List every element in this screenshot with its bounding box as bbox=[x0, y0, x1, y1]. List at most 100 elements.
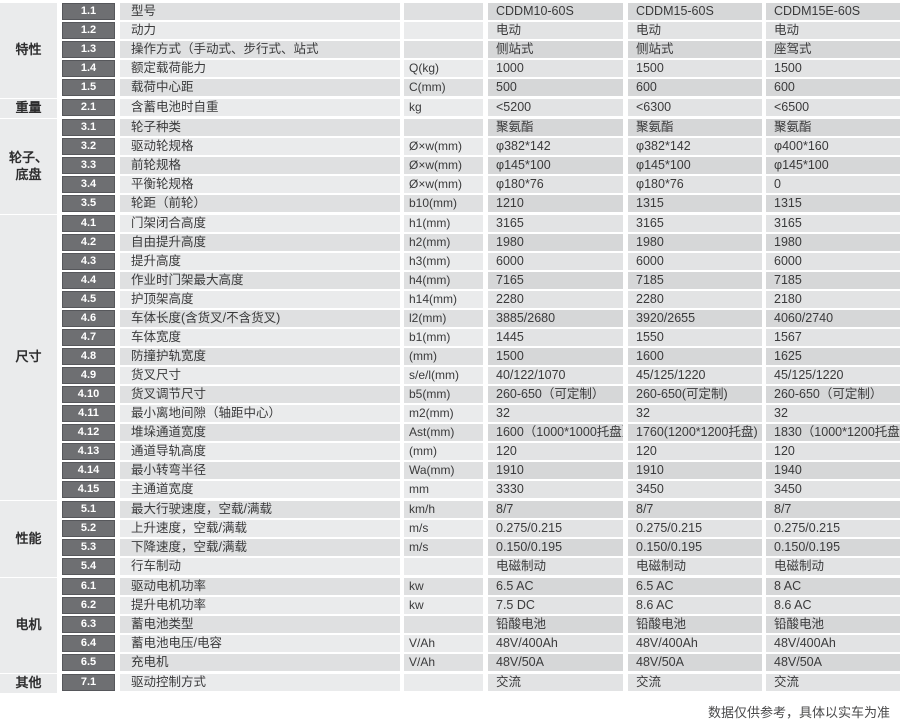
table-section: 电机 6.1 驱动电机功率 kw 6.5 AC 6.5 AC 8 AC 6.2 提升电机功率 kw… bbox=[0, 578, 900, 673]
value-cell-model-3: 电磁制动 bbox=[766, 558, 900, 575]
value-cell-model-1: 1000 bbox=[488, 60, 623, 77]
row-number-cell: 6.5 bbox=[60, 654, 117, 671]
row-number-badge: 4.2 bbox=[62, 234, 115, 251]
value-cell-model-1: 1910 bbox=[488, 462, 623, 479]
param-unit: (mm) bbox=[404, 348, 483, 365]
row-number-badge: 6.1 bbox=[62, 578, 115, 595]
param-label: 额定载荷能力 bbox=[120, 60, 400, 77]
row-number-badge: 5.4 bbox=[62, 558, 115, 575]
param-unit: m/s bbox=[404, 520, 483, 537]
row-number-cell: 1.4 bbox=[60, 60, 117, 77]
table-row: 4.10 货叉调节尺寸 b5(mm) 260-650（可定制） 260-650(可定制)… bbox=[60, 386, 900, 403]
row-number-cell: 1.1 bbox=[60, 3, 117, 20]
param-label: 最小转弯半径 bbox=[120, 462, 400, 479]
param-unit: Q(kg) bbox=[404, 60, 483, 77]
row-number-badge: 4.9 bbox=[62, 367, 115, 384]
table-row: 4.12 堆垛通道宽度 Ast(mm) 1600（1000*1000托盘） 1760(1… bbox=[60, 424, 900, 441]
param-label: 最小离地间隙（轴距中心） bbox=[120, 405, 400, 422]
value-cell-model-2: 1500 bbox=[628, 60, 762, 77]
value-cell-model-2: 45/125/1220 bbox=[628, 367, 762, 384]
row-number-badge: 7.1 bbox=[62, 674, 115, 691]
param-label: 轮距（前轮） bbox=[120, 195, 400, 212]
value-cell-model-1: 48V/50A bbox=[488, 654, 623, 671]
value-cell-model-1: 1445 bbox=[488, 329, 623, 346]
value-cell-model-1: 32 bbox=[488, 405, 623, 422]
param-unit: Wa(mm) bbox=[404, 462, 483, 479]
row-number-badge: 6.3 bbox=[62, 616, 115, 633]
param-label: 车体长度(含货叉/不含货叉) bbox=[120, 310, 400, 327]
param-label: 型号 bbox=[120, 3, 400, 20]
param-label: 驱动电机功率 bbox=[120, 578, 400, 595]
table-row: 3.1 轮子种类 聚氨酯 聚氨酯 聚氨酯 bbox=[60, 119, 900, 136]
row-number-cell: 5.2 bbox=[60, 520, 117, 537]
row-number-cell: 7.1 bbox=[60, 674, 117, 691]
value-cell-model-1: 1500 bbox=[488, 348, 623, 365]
table-row: 6.1 驱动电机功率 kw 6.5 AC 6.5 AC 8 AC bbox=[60, 578, 900, 595]
value-cell-model-1: 1600（1000*1000托盘） bbox=[488, 424, 623, 441]
param-label: 提升电机功率 bbox=[120, 597, 400, 614]
table-row: 4.6 车体长度(含货叉/不含货叉) l2(mm) 3885/2680 3920/265… bbox=[60, 310, 900, 327]
table-row: 4.14 最小转弯半径 Wa(mm) 1910 1910 1940 bbox=[60, 462, 900, 479]
value-cell-model-3: 600 bbox=[766, 79, 900, 96]
row-number-cell: 6.1 bbox=[60, 578, 117, 595]
table-row: 3.4 平衡轮规格 Ø×w(mm) φ180*76 φ180*76 0 bbox=[60, 176, 900, 193]
value-cell-model-3: 1315 bbox=[766, 195, 900, 212]
value-cell-model-3: 4060/2740 bbox=[766, 310, 900, 327]
value-cell-model-2: 3165 bbox=[628, 215, 762, 232]
value-cell-model-3: 1830（1000*1200托盘） bbox=[766, 424, 900, 441]
row-number-badge: 4.15 bbox=[62, 481, 115, 498]
row-number-badge: 4.13 bbox=[62, 443, 115, 460]
row-number-cell: 2.1 bbox=[60, 99, 117, 116]
row-number-cell: 4.12 bbox=[60, 424, 117, 441]
value-cell-model-1: 40/122/1070 bbox=[488, 367, 623, 384]
value-cell-model-2: 7185 bbox=[628, 272, 762, 289]
value-cell-model-1: φ382*142 bbox=[488, 138, 623, 155]
param-unit: mm bbox=[404, 481, 483, 498]
table-row: 4.4 作业时门架最大高度 h4(mm) 7165 7185 7185 bbox=[60, 272, 900, 289]
param-unit: Ø×w(mm) bbox=[404, 157, 483, 174]
row-number-badge: 4.12 bbox=[62, 424, 115, 441]
row-number-cell: 4.14 bbox=[60, 462, 117, 479]
table-row: 1.3 操作方式（手动式、步行式、站式 侧站式 侧站式 座驾式 bbox=[60, 41, 900, 58]
param-unit bbox=[404, 616, 483, 633]
param-unit: m2(mm) bbox=[404, 405, 483, 422]
table-row: 1.4 额定载荷能力 Q(kg) 1000 1500 1500 bbox=[60, 60, 900, 77]
param-label: 轮子种类 bbox=[120, 119, 400, 136]
table-row: 5.3 下降速度，空载/满载 m/s 0.150/0.195 0.150/0.195 0.… bbox=[60, 539, 900, 556]
row-number-cell: 5.1 bbox=[60, 501, 117, 518]
value-cell-model-1: 7165 bbox=[488, 272, 623, 289]
param-unit: V/Ah bbox=[404, 635, 483, 652]
row-number-cell: 4.4 bbox=[60, 272, 117, 289]
row-number-badge: 2.1 bbox=[62, 99, 115, 116]
value-cell-model-2: 3920/2655 bbox=[628, 310, 762, 327]
param-label: 行车制动 bbox=[120, 558, 400, 575]
row-number-cell: 4.13 bbox=[60, 443, 117, 460]
row-number-cell: 3.1 bbox=[60, 119, 117, 136]
value-cell-model-1: 交流 bbox=[488, 674, 623, 691]
param-unit: m/s bbox=[404, 539, 483, 556]
value-cell-model-2: 6.5 AC bbox=[628, 578, 762, 595]
table-row: 2.1 含蓄电池时自重 kg <5200 <6300 <6500 bbox=[60, 99, 900, 116]
param-unit: l2(mm) bbox=[404, 310, 483, 327]
value-cell-model-2: φ180*76 bbox=[628, 176, 762, 193]
param-label: 载荷中心距 bbox=[120, 79, 400, 96]
value-cell-model-2: 260-650(可定制) bbox=[628, 386, 762, 403]
value-cell-model-1: 48V/400Ah bbox=[488, 635, 623, 652]
value-cell-model-2: 6000 bbox=[628, 253, 762, 270]
value-cell-model-2: 交流 bbox=[628, 674, 762, 691]
param-label: 动力 bbox=[120, 22, 400, 39]
param-label: 前轮规格 bbox=[120, 157, 400, 174]
row-number-cell: 6.3 bbox=[60, 616, 117, 633]
param-unit: (mm) bbox=[404, 443, 483, 460]
value-cell-model-2: 120 bbox=[628, 443, 762, 460]
row-number-badge: 1.2 bbox=[62, 22, 115, 39]
section-rows: 7.1 驱动控制方式 交流 交流 交流 bbox=[60, 674, 900, 693]
param-unit: Ast(mm) bbox=[404, 424, 483, 441]
row-number-badge: 5.3 bbox=[62, 539, 115, 556]
row-number-badge: 6.4 bbox=[62, 635, 115, 652]
param-unit: kw bbox=[404, 597, 483, 614]
table-row: 6.4 蓄电池电压/电容 V/Ah 48V/400Ah 48V/400Ah 48V/400… bbox=[60, 635, 900, 652]
param-label: 防撞护轨宽度 bbox=[120, 348, 400, 365]
param-label: 操作方式（手动式、步行式、站式 bbox=[120, 41, 400, 58]
row-number-cell: 6.2 bbox=[60, 597, 117, 614]
